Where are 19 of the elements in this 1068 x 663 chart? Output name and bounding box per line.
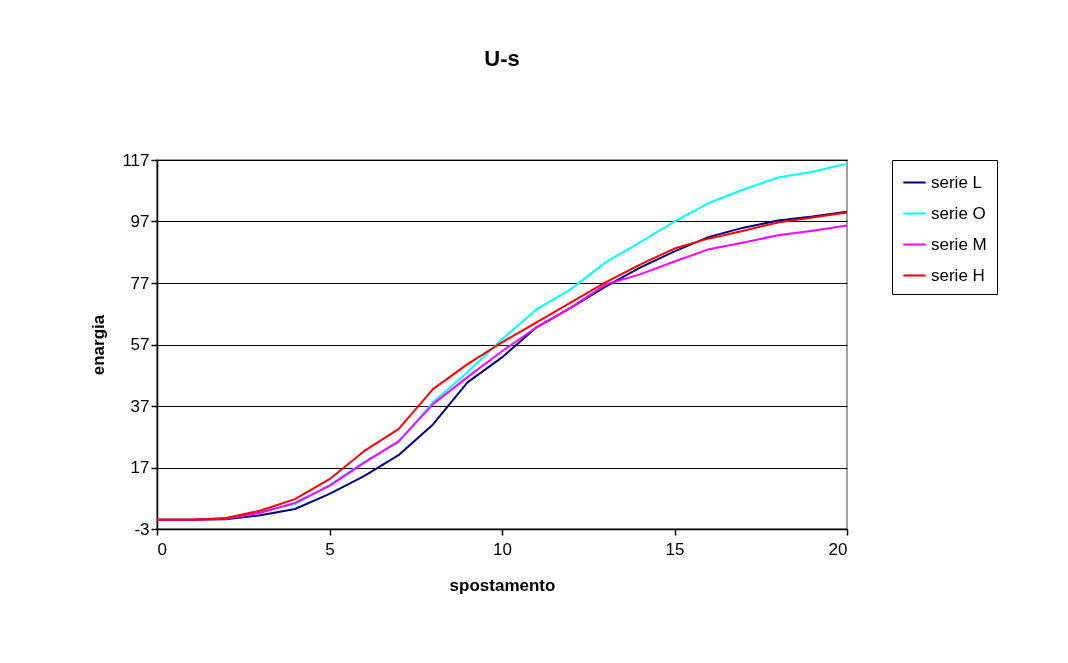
y-tick-label: 17 [130,458,150,477]
x-axis-title: spostamento [449,575,556,595]
y-tick-label: -3 [134,519,150,539]
y-tick-label: 97 [130,212,150,231]
x-tick-label: 15 [665,539,685,559]
y-tick-label: 37 [130,396,150,416]
y-axis-title: enargia [89,314,109,376]
y-tick-label: 77 [130,273,150,293]
chart-title: U-s [484,46,520,71]
legend-label: serie O [931,203,986,223]
legend-label: serie H [931,265,985,285]
x-tick-label: 20 [828,539,848,559]
legend-label: serie M [931,234,987,254]
x-tick-label: 10 [493,539,512,559]
x-tick-label: 5 [325,539,335,559]
x-tick-label: 0 [157,539,167,559]
y-tick-label: 57 [130,335,150,354]
y-tick-label: 117 [122,150,150,170]
legend-label: serie L [931,172,983,192]
